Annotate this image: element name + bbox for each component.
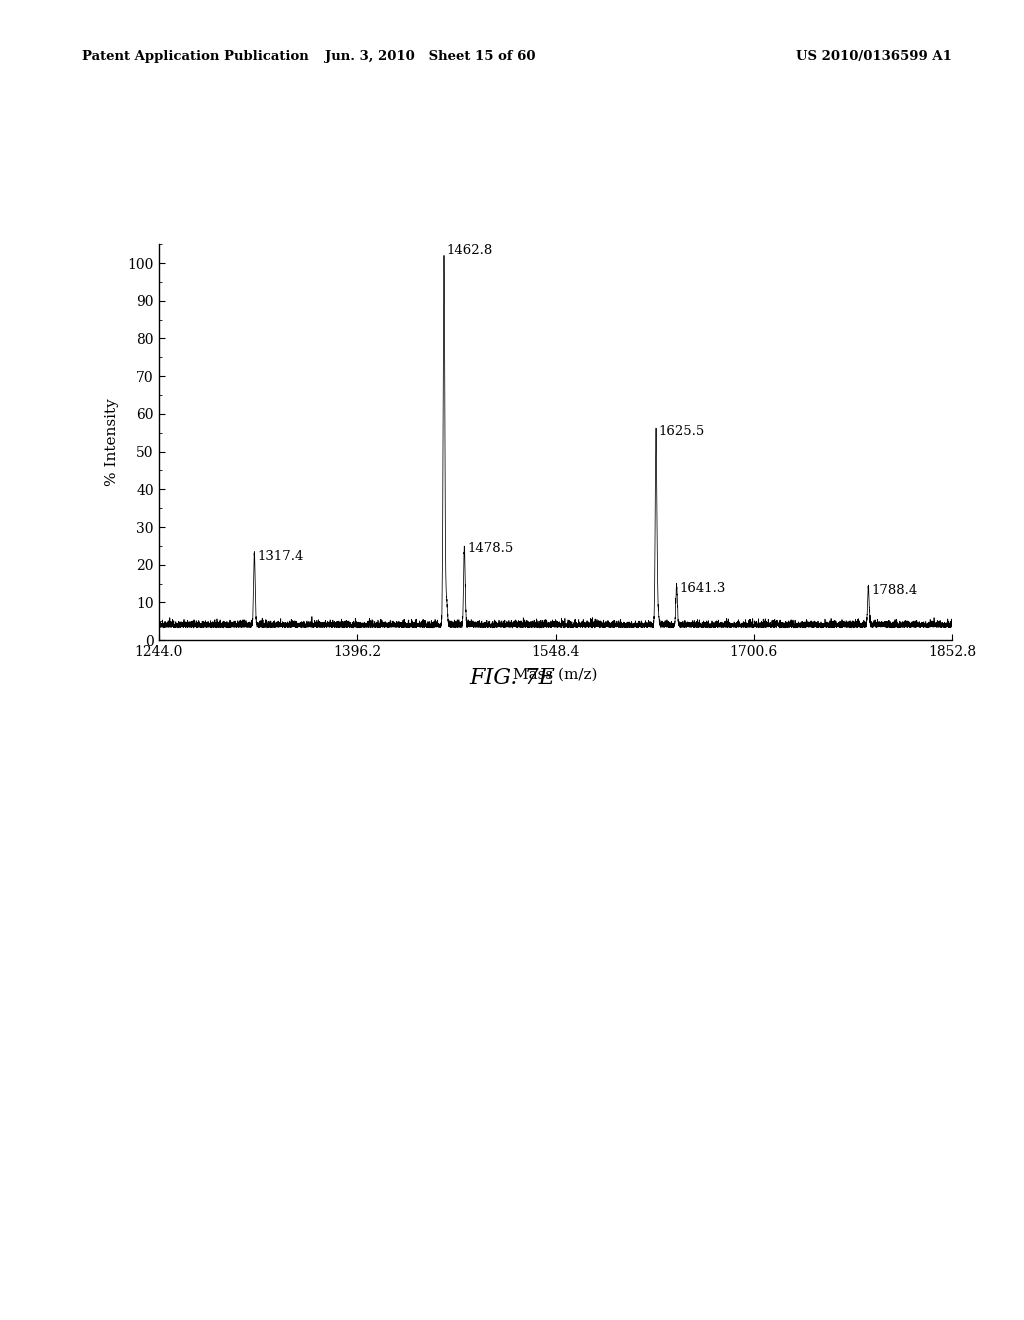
Text: 1462.8: 1462.8 (446, 244, 493, 257)
X-axis label: Mass (m/z): Mass (m/z) (513, 668, 598, 681)
Text: 1478.5: 1478.5 (467, 543, 513, 556)
Text: 1788.4: 1788.4 (871, 583, 918, 597)
Text: FIG. 7E: FIG. 7E (469, 667, 555, 689)
Text: Jun. 3, 2010   Sheet 15 of 60: Jun. 3, 2010 Sheet 15 of 60 (325, 50, 536, 63)
Y-axis label: % Intensity: % Intensity (105, 399, 119, 486)
Text: 1625.5: 1625.5 (658, 425, 705, 438)
Text: 1317.4: 1317.4 (257, 550, 303, 562)
Text: Patent Application Publication: Patent Application Publication (82, 50, 308, 63)
Text: 1641.3: 1641.3 (679, 582, 726, 595)
Text: US 2010/0136599 A1: US 2010/0136599 A1 (797, 50, 952, 63)
